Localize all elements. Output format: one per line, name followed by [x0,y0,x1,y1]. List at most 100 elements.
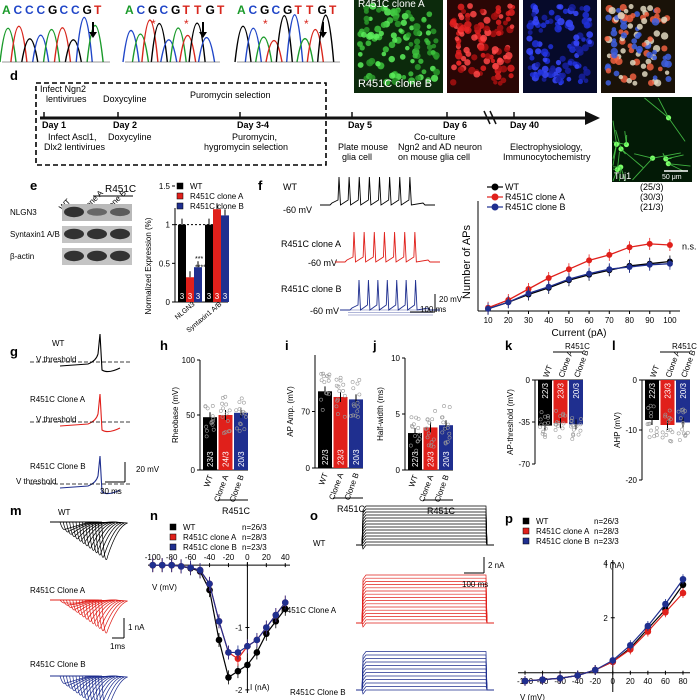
fluorescence-images: R451C clone A R451C clone B [354,0,675,93]
g-thresh-a: V threshold [36,415,76,424]
iv-data-point [679,589,687,597]
legend-marker [491,193,499,201]
j-data-dot [425,417,430,422]
cell-nucleus [470,10,477,18]
l-data-dot [646,422,651,426]
panel-p: p WT n=26/3 R451C clone A n=28/3 R451C clone… [505,511,690,700]
iv-data-point [196,566,204,574]
h-y-tick-label: 0 [191,466,196,475]
h-bar [203,417,217,470]
k-current-trace [356,593,494,624]
f-data-point [586,257,593,264]
cell-nucleus [504,46,511,53]
clone-b-label: R451C clone B [358,78,432,90]
below-d5b: glia cell [342,152,372,162]
j-y-tick-label: 0 [396,466,401,475]
panel-label-f: f [258,178,263,193]
l-data-dot [660,435,665,440]
cell-nucleus [537,69,544,76]
j-x-tick-label: WT [407,473,420,488]
iv-x-tick-label: 0 [611,677,616,686]
sequence-base-seq3: C [249,3,258,17]
mutation-arrow [199,22,207,38]
neurite [668,163,684,172]
j-data-dot [431,444,436,449]
h-data-dot [235,426,239,431]
i-data-dot [355,381,360,386]
i-data-dot [336,384,341,389]
iv-data-point [591,666,599,674]
k-data-dot [546,415,550,420]
m-scale-i-label: 1 nA [128,623,145,632]
blot-band [87,228,107,240]
mutation-asterisk: * [184,17,189,31]
cell-nucleus [565,19,574,28]
neuron-soma [613,141,620,147]
j-data-dot [426,431,431,436]
f-scale-t-label: 100 ms [420,305,446,314]
neurite [624,131,627,145]
cell-nucleus [479,8,485,14]
cell-nucleus [526,35,533,42]
i-data-dot [356,404,360,409]
k-data-dot [558,414,563,419]
neurite [668,117,686,142]
cell-nucleus [647,36,653,42]
cell-nucleus [574,64,580,70]
f-data-point [606,251,613,258]
o-label-wt: WT [313,539,326,548]
cell-nucleus [634,33,641,40]
cell-nucleus [426,24,432,29]
cell-nucleus [457,66,465,73]
e-y-tick-label: 1.5 [159,182,171,191]
f-data-point [545,275,552,281]
cell-nucleus [495,5,502,11]
cell-nucleus [498,14,504,19]
cell-nucleus [468,66,476,75]
legend-label: R451C clone A [190,192,244,201]
cell-nucleus [457,3,465,11]
above-dox: Doxycyline [103,94,147,104]
chromatogram-peak [0,27,17,63]
iv-data-point [281,599,289,606]
j-data-dot [417,432,422,437]
f-vm-a: -60 mV [308,258,337,268]
k-y-tick-label: -70 [518,460,530,469]
tuj1-label: Tuj1 [614,171,631,181]
e-n-label: 3 [215,292,220,301]
cell-nucleus [410,58,415,64]
cell-nucleus [414,38,421,45]
i-data-dot [319,378,324,383]
i-x-tick-label: Clone B [343,472,361,502]
h-y-tick-label: 100 [182,356,196,365]
j-data-dot [417,437,422,441]
cell-nucleus [483,16,491,24]
cell-nucleus [541,71,549,78]
neurite [668,163,691,167]
h-data-dot [225,419,230,423]
i-data-dot [319,371,324,376]
i-n-label: 23/3 [337,449,346,465]
na-current-trace [50,675,128,700]
k-data-dot [578,422,583,427]
blot-band [87,250,107,262]
legend-n: (30/3) [640,192,664,202]
cell-nucleus [458,25,465,33]
spike-trace [340,279,440,311]
neurite [632,157,653,181]
f-trace-wt: WT [283,182,297,192]
cell-nucleus [581,44,589,52]
cell-nucleus [604,36,610,42]
panel-n: n WT n=26/3 R451C clone A n=28/3 R451C clone… [145,508,291,695]
k-data-dot [576,432,581,437]
cell-nucleus [646,51,653,59]
j-data-dot [431,437,436,442]
cell-nucleus [496,30,502,37]
f-data-point [525,290,532,297]
cell-nucleus [503,20,508,26]
j-data-dot [430,417,435,422]
j-data-dot [447,431,452,436]
j-data-dot [447,405,452,409]
sequence-base-seq2: A [125,3,134,17]
legend-label: R451C clone A [505,192,565,202]
